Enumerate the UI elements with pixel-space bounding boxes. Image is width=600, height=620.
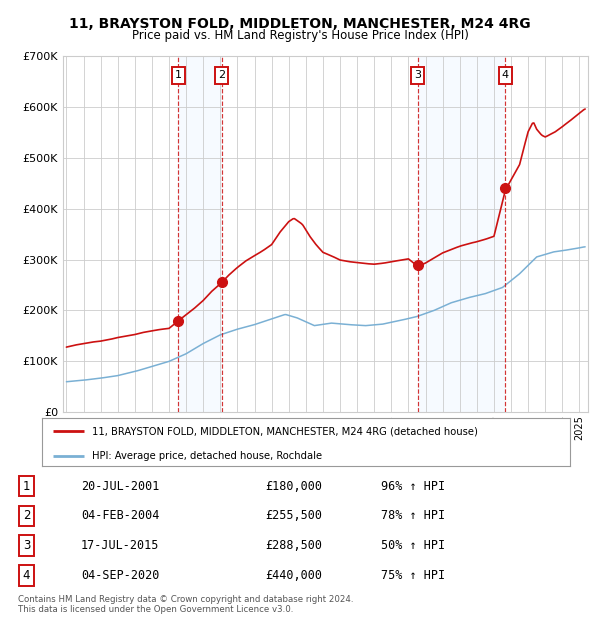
Text: 3: 3 <box>23 539 30 552</box>
Text: 75% ↑ HPI: 75% ↑ HPI <box>380 569 445 582</box>
Text: 4: 4 <box>502 71 509 81</box>
Text: Price paid vs. HM Land Registry's House Price Index (HPI): Price paid vs. HM Land Registry's House … <box>131 29 469 42</box>
Text: 04-SEP-2020: 04-SEP-2020 <box>81 569 160 582</box>
Text: 3: 3 <box>415 71 421 81</box>
Text: 04-FEB-2004: 04-FEB-2004 <box>81 510 160 522</box>
Text: £440,000: £440,000 <box>265 569 322 582</box>
Text: £255,500: £255,500 <box>265 510 322 522</box>
Text: Contains HM Land Registry data © Crown copyright and database right 2024.: Contains HM Land Registry data © Crown c… <box>18 595 353 604</box>
Text: 17-JUL-2015: 17-JUL-2015 <box>81 539 160 552</box>
Text: 20-JUL-2001: 20-JUL-2001 <box>81 480 160 492</box>
Bar <box>418 56 505 412</box>
Text: 50% ↑ HPI: 50% ↑ HPI <box>380 539 445 552</box>
Text: 11, BRAYSTON FOLD, MIDDLETON, MANCHESTER, M24 4RG (detached house): 11, BRAYSTON FOLD, MIDDLETON, MANCHESTER… <box>92 427 478 436</box>
Bar <box>178 56 221 412</box>
Text: £180,000: £180,000 <box>265 480 322 492</box>
Text: 2: 2 <box>23 510 30 522</box>
Text: 1: 1 <box>23 480 30 492</box>
Text: 78% ↑ HPI: 78% ↑ HPI <box>380 510 445 522</box>
Text: This data is licensed under the Open Government Licence v3.0.: This data is licensed under the Open Gov… <box>18 605 293 614</box>
Text: 11, BRAYSTON FOLD, MIDDLETON, MANCHESTER, M24 4RG: 11, BRAYSTON FOLD, MIDDLETON, MANCHESTER… <box>69 17 531 31</box>
Text: £288,500: £288,500 <box>265 539 322 552</box>
Text: HPI: Average price, detached house, Rochdale: HPI: Average price, detached house, Roch… <box>92 451 322 461</box>
Text: 4: 4 <box>23 569 30 582</box>
Text: 2: 2 <box>218 71 225 81</box>
Text: 1: 1 <box>175 71 182 81</box>
Text: 96% ↑ HPI: 96% ↑ HPI <box>380 480 445 492</box>
